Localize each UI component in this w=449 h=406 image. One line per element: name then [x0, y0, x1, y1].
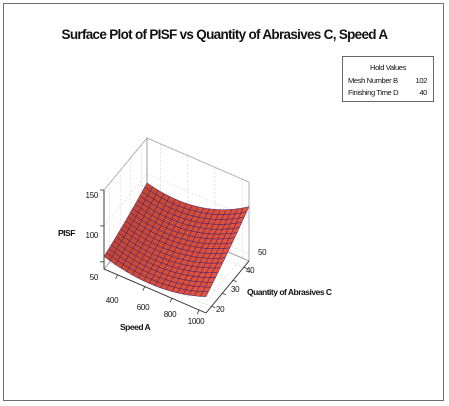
hold-row-label: Mesh Number B — [348, 76, 398, 85]
y-tick-mark — [211, 306, 216, 308]
x-tick-label: 400 — [106, 296, 119, 305]
hold-row-value: 40 — [419, 88, 427, 97]
x-gridline — [199, 179, 243, 311]
x-tick-mark — [142, 286, 146, 291]
x-tick-label: 600 — [137, 303, 150, 312]
x-tick-mark — [196, 309, 200, 315]
hold-row-finishing-time: Finishing Time D 40 — [348, 88, 427, 99]
x-gridline — [171, 167, 216, 299]
y-tick-label: 40 — [246, 266, 255, 275]
x-axis-line — [103, 268, 207, 314]
x-tick-mark — [115, 274, 118, 280]
z-gridline — [103, 137, 250, 191]
y-tick-mark — [243, 267, 248, 269]
plot-box-front-edges — [100, 189, 250, 315]
hold-values-title: Hold Values — [370, 63, 406, 72]
z-gridline — [103, 173, 250, 227]
x-axis-label: Speed A — [120, 322, 151, 332]
y-tick-label: 30 — [231, 285, 240, 294]
surface-mesh — [103, 182, 250, 297]
z-axis-label: PISF — [58, 228, 75, 238]
y-tick-label: 50 — [258, 248, 267, 257]
y-axis-label: Quantity of Abrasives C — [247, 287, 332, 297]
x-gridline — [144, 155, 189, 287]
hold-row-value: 102 — [415, 76, 428, 85]
surface-patch — [199, 291, 209, 297]
y-axis-line — [205, 260, 250, 314]
x-tick-mark — [169, 298, 173, 303]
x-tick-label: 800 — [164, 310, 177, 319]
y-tick-mark — [222, 293, 227, 295]
hold-values-legend: Hold Values Mesh Number B 102 Finishing … — [342, 56, 434, 102]
z-tick-label: 50 — [90, 273, 99, 282]
x-gridline — [117, 143, 161, 276]
x-tick-label: 1000 — [188, 317, 205, 326]
y-tick-mark — [232, 280, 237, 282]
z-tick-label: 150 — [86, 191, 99, 200]
z-tick-label: 100 — [86, 231, 99, 240]
hold-row-mesh-number: Mesh Number B 102 — [348, 76, 427, 87]
y-tick-label: 20 — [216, 305, 225, 314]
hold-row-label: Finishing Time D — [348, 88, 399, 97]
chart-title: Surface Plot of PISF vs Quantity of Abra… — [61, 27, 389, 42]
